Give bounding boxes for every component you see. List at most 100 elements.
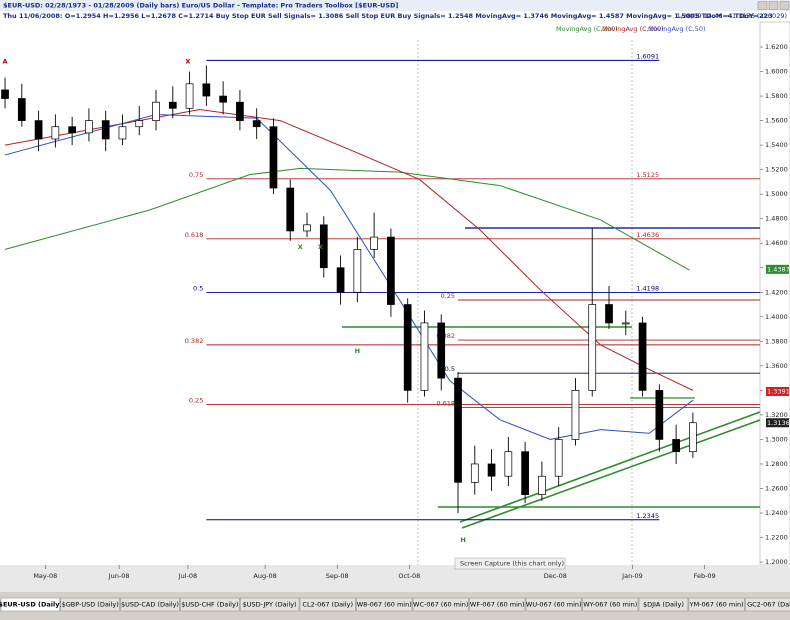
tab[interactable] (412, 597, 469, 612)
candle-body (437, 322, 446, 379)
signal-marker: H (355, 347, 360, 355)
x-tick-label: Feb-09 (694, 572, 716, 580)
close-button[interactable] (779, 1, 790, 10)
tooltip-bg (454, 557, 566, 570)
maximize-button[interactable] (768, 1, 779, 10)
tab-label[interactable]: $GBP-USD (Daily) (62, 601, 119, 609)
candle-body (303, 224, 311, 232)
candle-body (689, 422, 697, 453)
signal-marker: X (318, 243, 323, 251)
date-axis (0, 565, 790, 592)
y-tick-label: 1.5600 (765, 117, 788, 125)
fib-price: 1.4198 (636, 285, 659, 293)
candle-body (621, 322, 630, 325)
tooltip: Screen Capture (this chart only) (460, 560, 564, 568)
candle-body (387, 236, 395, 305)
y-tick-label: 1.5400 (765, 141, 788, 149)
tab-label[interactable]: WY-067 (60 min) (583, 601, 637, 609)
y-tick-label: 1.2800 (765, 460, 788, 468)
y-tick-label: 1.6200 (765, 43, 788, 51)
title-line: $EUR-USD: 02/28/1973 - 01/28/2009 (Daily… (3, 2, 398, 10)
y-tick-label: 1.4000 (765, 313, 788, 321)
y-tick-label: 1.4200 (765, 288, 788, 296)
tab-label[interactable]: CL2-067 (Daily) (302, 601, 353, 609)
y-tick-label: 1.2000 (765, 558, 788, 566)
tab[interactable] (0, 597, 61, 612)
candle-body (370, 236, 378, 250)
y-tick-label: 1.5800 (765, 92, 788, 100)
tab[interactable] (356, 597, 413, 612)
y-tick-label: 1.2600 (765, 484, 788, 492)
x-tick-label: Dec-08 (544, 572, 567, 580)
tab[interactable] (469, 597, 526, 612)
tab-label[interactable]: WF-067 (60 min) (470, 601, 525, 609)
fib-price: 1.5125 (636, 171, 659, 179)
candle-body (51, 126, 60, 140)
tab[interactable] (525, 597, 582, 612)
candle-body (655, 390, 664, 440)
tab-label[interactable]: GC2-067 (Daily) (747, 601, 790, 609)
tab-label[interactable]: YM-067 (60 min) (689, 601, 744, 609)
tab-label[interactable]: W8-067 (60 min) (357, 601, 412, 609)
x-tick-label: Oct-08 (398, 572, 420, 580)
price-box (766, 386, 789, 396)
tab-label[interactable]: WU-067 (60 min) (526, 601, 582, 609)
tab-label[interactable]: $USD-JPY (Daily) (243, 601, 297, 609)
tab[interactable] (239, 597, 300, 612)
fib-price: 1.2345 (636, 512, 659, 520)
candle-body (17, 98, 26, 121)
tab[interactable] (299, 597, 356, 612)
x-tick-label: Jun-08 (108, 572, 130, 580)
candle-body (672, 439, 680, 453)
fib-ratio: 0.5 (193, 285, 203, 293)
candle-body (168, 101, 177, 109)
tab[interactable] (745, 597, 790, 612)
y-tick-label: 1.6000 (765, 68, 788, 76)
candle-body (521, 451, 529, 495)
trend-line (461, 419, 761, 529)
moving-average (4, 113, 694, 440)
info-line: Thu 11/06/2008: O=1.2954 H=1.2956 L=1.26… (3, 12, 773, 20)
tab[interactable] (582, 597, 639, 612)
tab-label[interactable]: $DJIA (Daily) (643, 601, 684, 609)
fib-ratio: 0.5 (445, 365, 455, 373)
tab[interactable] (60, 597, 120, 612)
candle-body (101, 120, 110, 140)
candle-body (269, 126, 278, 189)
tab[interactable] (688, 597, 745, 612)
fib-ratio: 0.618 (436, 400, 455, 408)
tab-label[interactable]: $USD-CHF (Daily) (181, 601, 238, 609)
plot-area (0, 22, 760, 565)
fib-ratio: 0.382 (436, 332, 455, 340)
candle-body (85, 120, 93, 134)
fib-ratio: 0.618 (185, 231, 204, 239)
tab-label[interactable]: $USD-CAD (Daily) (121, 601, 179, 609)
candle-body (487, 463, 496, 477)
tab[interactable] (180, 597, 240, 612)
price-box-label: 1.3391 (767, 387, 790, 395)
tab[interactable] (120, 597, 180, 612)
tab-label[interactable]: WC-067 (60 min) (413, 601, 468, 609)
last-quote: 1/28/09 14:46 = 1.3136 (-0.0029) (677, 12, 787, 20)
candle-body (605, 304, 613, 324)
y-tick-label: 1.5000 (765, 190, 788, 198)
fib-ratio: 0.382 (185, 337, 204, 345)
price-box-label: 1.3136 (767, 419, 790, 427)
y-tick-label: 1.4800 (765, 215, 788, 223)
minimize-button[interactable] (757, 1, 768, 10)
price-box (766, 264, 789, 274)
tab-label[interactable]: $EUR-USD (Daily) (0, 601, 62, 609)
fib-ratio: 0.25 (441, 292, 455, 300)
y-tick-label: 1.4600 (765, 239, 788, 247)
candle-body (286, 187, 295, 232)
candle-body (353, 249, 362, 293)
x-tick-label: Sep-08 (326, 572, 349, 580)
candle-body (185, 83, 194, 109)
y-tick-label: 1.2200 (765, 534, 788, 542)
candle-body (202, 83, 211, 97)
tab[interactable] (638, 597, 689, 612)
fib-ratio: 0.25 (189, 397, 203, 405)
title-bar (0, 0, 790, 11)
candle-body (118, 126, 127, 140)
